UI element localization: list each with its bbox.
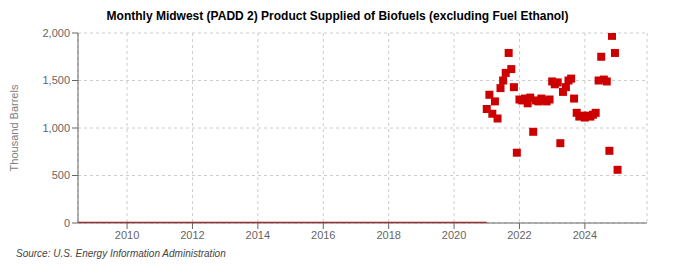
svg-text:1,000: 1,000	[42, 122, 70, 134]
svg-text:2,000: 2,000	[42, 27, 70, 39]
svg-text:2012: 2012	[180, 229, 204, 241]
html-text:Source: U.S. Energy Informatio: Source: U.S. Energy Information Administ…	[16, 248, 226, 259]
svg-text:2010: 2010	[115, 229, 139, 241]
svg-text:0: 0	[64, 217, 70, 229]
svg-text:Thousand Barrels: Thousand Barrels	[8, 84, 20, 171]
svg-text:2014: 2014	[246, 229, 270, 241]
svg-text:2018: 2018	[376, 229, 400, 241]
svg-text:2024: 2024	[573, 229, 597, 241]
svg-text:2020: 2020	[442, 229, 466, 241]
svg-text:1,500: 1,500	[42, 74, 70, 86]
svg-text:2022: 2022	[507, 229, 531, 241]
html-text:Monthly Midwest (PADD 2) Produ: Monthly Midwest (PADD 2) Product Supplie…	[106, 9, 569, 23]
svg-text:500: 500	[52, 169, 70, 181]
svg-text:2016: 2016	[311, 229, 335, 241]
